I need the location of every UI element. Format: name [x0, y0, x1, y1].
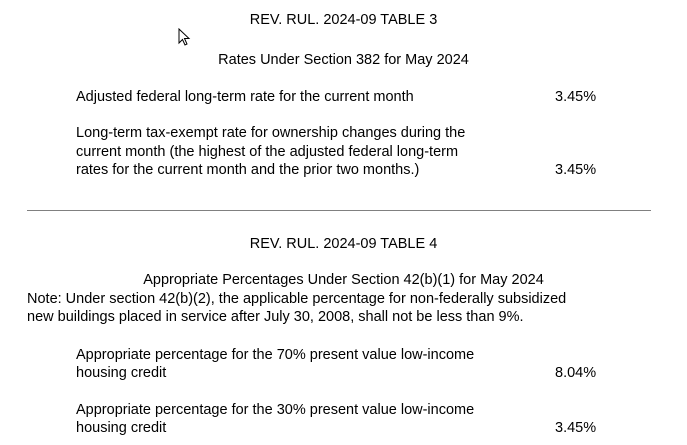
- table4-row1-label-line2: housing credit: [76, 365, 167, 381]
- table3-row2-value: 3.45%: [555, 162, 597, 178]
- table3-row2-label-line2: current month (the highest of the adjust…: [76, 144, 459, 160]
- table3-row1-value: 3.45%: [555, 89, 597, 105]
- table4-row1-label-line1: Appropriate percentage for the 70% prese…: [76, 347, 475, 363]
- table4-subtitle: Appropriate Percentages Under Section 42…: [143, 272, 544, 288]
- section-divider: [27, 210, 651, 211]
- table4-title: REV. RUL. 2024-09 TABLE 4: [249, 236, 438, 252]
- table3-title: REV. RUL. 2024-09 TABLE 3: [249, 12, 438, 28]
- table4-note-line1: Note: Under section 42(b)(2), the applic…: [27, 291, 567, 307]
- table3-row2-label-line1: Long-term tax-exempt rate for ownership …: [76, 125, 466, 141]
- table4-row1-value: 8.04%: [555, 365, 597, 381]
- table3-row2-label-line3: rates for the current month and the prio…: [76, 162, 420, 178]
- table3-subtitle: Rates Under Section 382 for May 2024: [218, 52, 469, 68]
- table4-note-line2: new buildings placed in service after Ju…: [27, 309, 524, 325]
- mouse-pointer-icon: [178, 28, 191, 46]
- table4-row2-label-line1: Appropriate percentage for the 30% prese…: [76, 402, 475, 418]
- table3-row1-label: Adjusted federal long-term rate for the …: [76, 89, 414, 105]
- table4-row2-value: 3.45%: [555, 420, 597, 436]
- table4-row2-label-line2: housing credit: [76, 420, 167, 436]
